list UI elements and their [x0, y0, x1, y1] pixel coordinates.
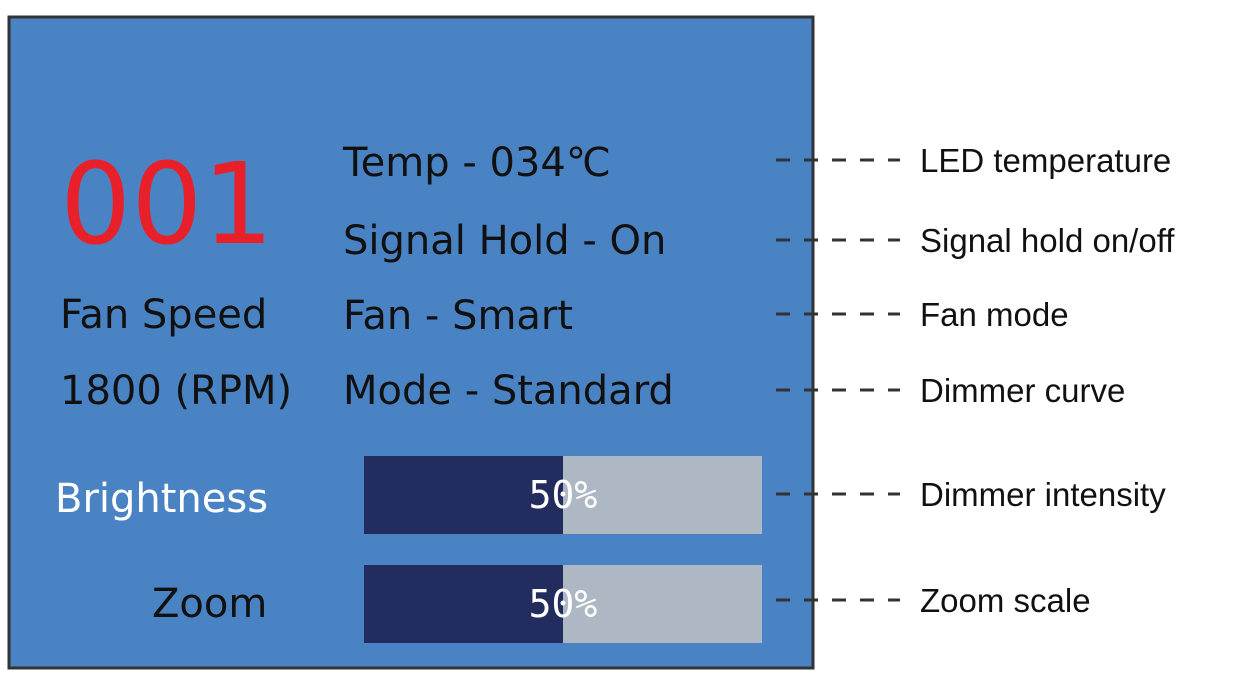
annotation: Dimmer intensity	[920, 476, 1166, 513]
slider-fill	[364, 565, 563, 643]
annotation: Dimmer curve	[920, 372, 1125, 409]
slider-label: Brightness	[55, 476, 268, 522]
annotation: LED temperature	[920, 142, 1171, 179]
slider	[364, 456, 762, 534]
annotation: Fan mode	[920, 296, 1069, 333]
status-line: Mode - Standard	[343, 368, 674, 414]
slider-label: Zoom	[152, 581, 267, 627]
annotation: Signal hold on/off	[920, 222, 1175, 259]
fan-label: Fan Speed	[60, 292, 267, 338]
screen-panel	[7, 15, 815, 670]
slider-value: 50%	[529, 582, 598, 626]
status-line: Temp - 034℃	[342, 140, 611, 186]
address: 001	[60, 140, 274, 270]
status-line: Signal Hold - On	[343, 218, 666, 264]
slider-value: 50%	[529, 473, 598, 517]
slider	[364, 565, 762, 643]
slider-fill	[364, 456, 563, 534]
annotation: Zoom scale	[920, 582, 1091, 619]
status-line: Fan - Smart	[343, 293, 573, 339]
fan-rpm: 1800 (RPM)	[60, 368, 292, 414]
